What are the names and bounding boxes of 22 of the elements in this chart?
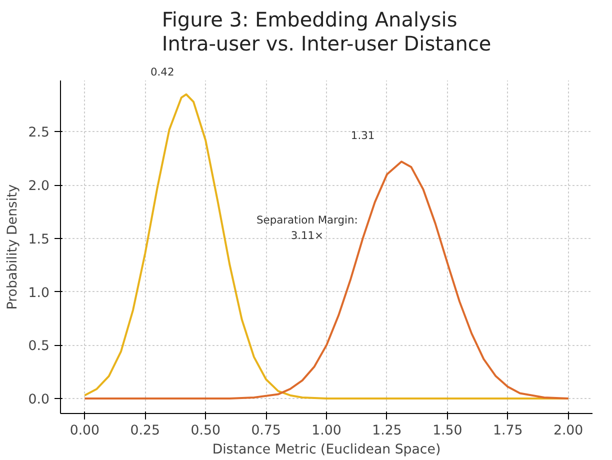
annotation: Separation Margin: 3.11× (256, 213, 358, 242)
x-tick-label: 0.50 (190, 424, 220, 438)
x-tick-label: 2.00 (553, 424, 584, 438)
line-series (84, 160, 570, 400)
y-tick-label: 2.5 (28, 126, 50, 141)
chart-title: Figure 3: Embedding Analysis Intra-user vs. Inter-user Distance (162, 8, 492, 56)
x-axis-title: Distance Metric (Euclidean Space) (212, 442, 441, 458)
y-tick-label: 2.0 (28, 179, 50, 194)
y-axis-title: Probability Density (5, 184, 20, 310)
x-tick-label: 1.50 (432, 424, 462, 438)
x-tick-label: 1.75 (493, 424, 523, 438)
y-tick-label: 0.0 (28, 392, 50, 408)
y-tick-label: 1.0 (28, 286, 50, 301)
x-tick-label: 1.00 (312, 424, 342, 438)
text: 0.42 (150, 66, 174, 78)
annotation: 1.31 (350, 128, 375, 142)
y-tick-label: 0.5 (28, 339, 50, 354)
x-tick-label: 1.25 (372, 424, 402, 438)
x-tick-label: 0.25 (130, 424, 160, 438)
y-tick-label: 1.5 (28, 232, 50, 248)
x-tick-label: 0.00 (70, 424, 100, 438)
x-tick-label: 0.75 (251, 424, 281, 438)
